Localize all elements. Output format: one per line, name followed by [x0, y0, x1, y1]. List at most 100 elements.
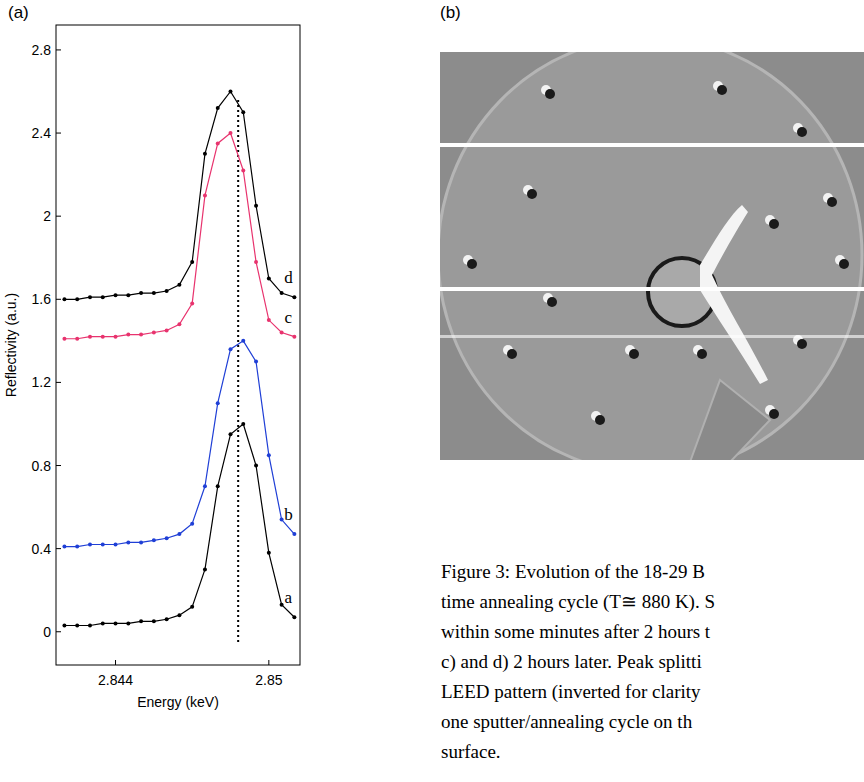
- y-tick-label: 2: [43, 208, 51, 224]
- data-point: [292, 615, 296, 619]
- data-point: [190, 522, 194, 526]
- data-point: [280, 331, 284, 335]
- data-point: [75, 297, 79, 301]
- figure: 00.40.81.21.622.42.82.8442.85Energy (keV…: [0, 0, 864, 782]
- y-tick-label: 1.2: [32, 374, 52, 390]
- y-tick: [56, 382, 61, 383]
- y-tick: [56, 548, 61, 549]
- data-point: [203, 193, 207, 197]
- y-tick-label: 0.8: [32, 458, 52, 474]
- x-axis-title: Energy (keV): [137, 694, 219, 710]
- panel-label: (b): [440, 3, 461, 22]
- data-point: [190, 605, 194, 609]
- data-point: [267, 277, 271, 281]
- data-point: [114, 542, 118, 546]
- leed-image: [438, 37, 864, 473]
- data-point: [139, 540, 143, 544]
- y-tick: [56, 216, 61, 217]
- data-point: [114, 293, 118, 297]
- y-tick: [56, 133, 61, 134]
- x-tick: [268, 660, 269, 665]
- data-point: [241, 339, 245, 343]
- data-point: [241, 110, 245, 114]
- data-point: [114, 621, 118, 625]
- series-label: c: [285, 308, 293, 327]
- series-label: a: [285, 588, 293, 607]
- data-point: [152, 331, 156, 335]
- data-point: [152, 291, 156, 295]
- reference-line: [237, 100, 239, 645]
- y-tick: [56, 465, 61, 466]
- series-labels: abcd: [284, 268, 293, 607]
- plot-frame: [56, 25, 300, 665]
- y-tick: [56, 49, 61, 50]
- data-point: [126, 293, 130, 297]
- data-point: [267, 453, 271, 457]
- data-point: [101, 335, 105, 339]
- data-point: [229, 131, 233, 135]
- y-tick-label: 2.4: [32, 125, 52, 141]
- series-line: [64, 341, 294, 547]
- y-tick-label: 0: [43, 624, 51, 640]
- data-point: [292, 335, 296, 339]
- data-point: [62, 624, 66, 628]
- caption-line: within some minutes after 2 hours t: [441, 621, 711, 642]
- y-tick-label: 0.4: [32, 541, 52, 557]
- data-point: [190, 260, 194, 264]
- data-point: [88, 624, 92, 628]
- y-tick: [56, 299, 61, 300]
- caption-line: Figure 3: Evolution of the 18-29 B: [441, 561, 705, 582]
- data-point: [88, 542, 92, 546]
- data-point: [101, 295, 105, 299]
- data-point: [229, 347, 233, 351]
- data-point: [254, 464, 258, 468]
- data-point: [126, 333, 130, 337]
- caption-line: LEED pattern (inverted for clarity: [441, 681, 701, 703]
- data-point: [177, 322, 181, 326]
- data-point: [165, 536, 169, 540]
- data-point: [292, 532, 296, 536]
- series-line: [64, 424, 294, 626]
- data-point: [267, 318, 271, 322]
- y-axis-title: Reflectivity (a.u.): [3, 293, 19, 397]
- caption-line: c) and d) 2 hours later. Peak splitti: [441, 651, 702, 673]
- data-point: [62, 337, 66, 341]
- data-point: [292, 295, 296, 299]
- data-point: [241, 422, 245, 426]
- data-point: [216, 484, 220, 488]
- data-point: [152, 619, 156, 623]
- data-point: [88, 335, 92, 339]
- data-point: [75, 624, 79, 628]
- data-point: [75, 337, 79, 341]
- data-point: [229, 89, 233, 93]
- x-tick-label: 2.844: [98, 672, 133, 688]
- data-point: [139, 619, 143, 623]
- data-point: [114, 335, 118, 339]
- data-point: [254, 360, 258, 364]
- caption-line: one sputter/annealing cycle on th: [441, 711, 693, 732]
- data-point: [254, 204, 258, 208]
- data-point: [203, 152, 207, 156]
- data-point: [216, 106, 220, 110]
- data-point: [101, 621, 105, 625]
- data-point: [241, 168, 245, 172]
- data-point: [280, 603, 284, 607]
- data-point: [139, 291, 143, 295]
- data-point: [62, 545, 66, 549]
- x-tick-label: 2.85: [255, 672, 282, 688]
- caption-line: time annealing cycle (T≅ 880 K). S: [441, 591, 715, 613]
- data-point: [165, 617, 169, 621]
- data-point: [165, 289, 169, 293]
- data-point: [75, 545, 79, 549]
- data-point: [203, 567, 207, 571]
- data-point: [229, 432, 233, 436]
- data-point: [280, 291, 284, 295]
- data-point: [190, 301, 194, 305]
- y-tick-label: 2.8: [32, 42, 52, 58]
- data-point: [165, 328, 169, 332]
- data-point: [203, 484, 207, 488]
- data-point: [177, 613, 181, 617]
- data-point: [101, 542, 105, 546]
- data-point: [126, 540, 130, 544]
- caption-line: surface.: [441, 741, 501, 762]
